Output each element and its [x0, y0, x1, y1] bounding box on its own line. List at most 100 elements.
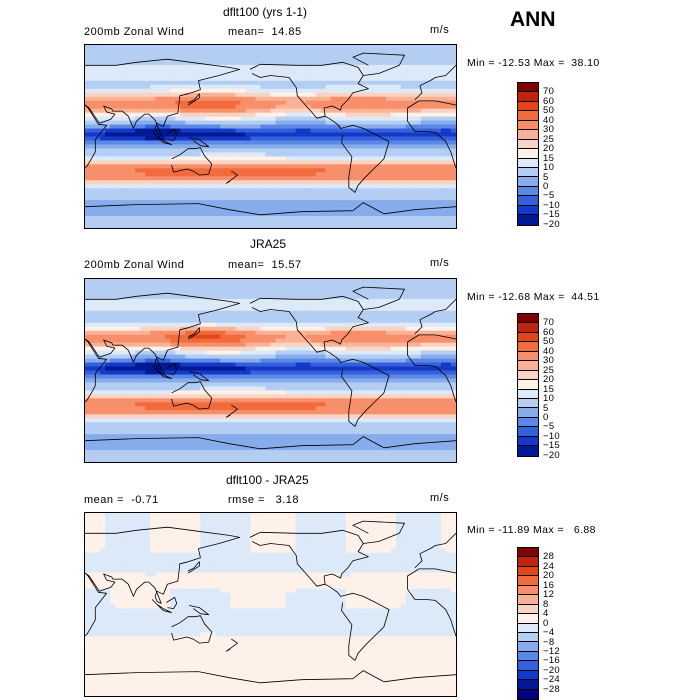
contour-cell: [170, 334, 176, 340]
contour-cell: [100, 45, 106, 50]
contour-cell: [380, 306, 387, 312]
contour-cell: [285, 120, 292, 126]
contour-cell: [285, 318, 292, 324]
contour-cell: [420, 342, 427, 348]
contour-cell: [235, 52, 242, 58]
contour-cell: [440, 204, 447, 209]
contour-cell: [280, 56, 287, 62]
contour-cell: [160, 52, 166, 58]
contour-cell: [435, 334, 442, 340]
contour-cell: [385, 64, 392, 70]
contour-cell: [375, 104, 382, 110]
contour-cell: [245, 116, 252, 122]
contour-cell: [160, 208, 166, 213]
contour-cell: [200, 100, 206, 106]
contour-cell: [95, 346, 101, 352]
contour-cell: [415, 338, 422, 344]
contour-cell: [85, 52, 91, 58]
contour-cell: [445, 76, 452, 82]
contour-cell: [365, 322, 372, 328]
contour-cell: [390, 45, 397, 50]
contour-cell: [200, 124, 206, 130]
contour-cell: [125, 212, 131, 217]
contour-cell: [260, 156, 267, 161]
contour-cell: [95, 358, 101, 364]
contour-cell: [315, 45, 322, 50]
contour-cell: [260, 302, 267, 308]
contour-cell: [380, 196, 387, 201]
contour-cell: [250, 220, 257, 225]
contour-cell: [145, 84, 151, 90]
contour-cell: [395, 314, 402, 320]
contour-cell: [230, 156, 236, 161]
contour-cell: [425, 132, 432, 138]
contour-cell: [185, 204, 191, 209]
contour-cell: [250, 144, 257, 150]
contour-cell: [185, 148, 191, 154]
contour-cell: [265, 302, 272, 308]
contour-cell: [135, 196, 141, 201]
contour-cell: [450, 120, 456, 126]
contour-cell: [335, 172, 342, 177]
contour-cell: [210, 302, 216, 308]
contour-cell: [385, 160, 392, 165]
contour-cell: [315, 346, 322, 352]
contour-cell: [220, 290, 226, 296]
contour-cell: [425, 318, 432, 324]
contour-cell: [355, 208, 362, 213]
contour-cell: [215, 298, 221, 304]
contour-cell: [210, 72, 216, 78]
contour-cell: [350, 350, 357, 356]
contour-cell: [110, 160, 116, 165]
contour-cell: [280, 132, 287, 138]
contour-cell: [120, 318, 126, 324]
contour-cell: [285, 132, 292, 138]
contour-cell: [390, 96, 397, 102]
contour-cell: [160, 64, 166, 70]
contour-cell: [125, 314, 131, 320]
contour-cell: [105, 196, 111, 201]
contour-cell: [415, 124, 422, 130]
contour-cell: [220, 176, 226, 181]
contour-cell: [330, 224, 337, 228]
contour-cell: [305, 224, 312, 228]
contour-cell: [250, 84, 257, 90]
contour-cell: [385, 282, 392, 288]
contour-cell: [95, 310, 101, 316]
contour-cell: [130, 322, 136, 328]
contour-cell: [320, 354, 327, 360]
contour-cell: [210, 208, 216, 213]
contour-cell: [215, 68, 221, 74]
contour-cell: [440, 188, 447, 193]
contour-cell: [360, 208, 367, 213]
contour-cell: [230, 56, 236, 62]
contour-cell: [165, 192, 171, 197]
contour-cell: [255, 350, 262, 356]
contour-cell: [260, 220, 267, 225]
contour-cell: [165, 88, 171, 94]
contour-cell: [135, 302, 141, 308]
contour-cell: [375, 60, 382, 66]
contour-cell: [370, 290, 377, 296]
contour-cell: [210, 188, 216, 193]
contour-cell: [105, 350, 111, 356]
contour-cell: [260, 160, 267, 165]
contour-cell: [315, 310, 322, 316]
contour-cell: [175, 200, 181, 205]
contour-cell: [245, 88, 252, 94]
contour-cell: [385, 306, 392, 312]
contour-cell: [340, 144, 347, 150]
contour-cell: [355, 294, 362, 300]
contour-cell: [330, 60, 337, 66]
contour-cell: [370, 128, 377, 134]
contour-cell: [320, 148, 327, 154]
contour-cell: [85, 208, 91, 213]
contour-cell: [380, 88, 387, 94]
contour-cell: [345, 152, 352, 157]
contour-cell: [165, 212, 171, 217]
contour-cell: [340, 180, 347, 185]
panel2-contour-plot: [85, 279, 456, 462]
contour-cell: [315, 56, 322, 62]
contour-cell: [350, 334, 357, 340]
contour-cell: [250, 60, 257, 66]
